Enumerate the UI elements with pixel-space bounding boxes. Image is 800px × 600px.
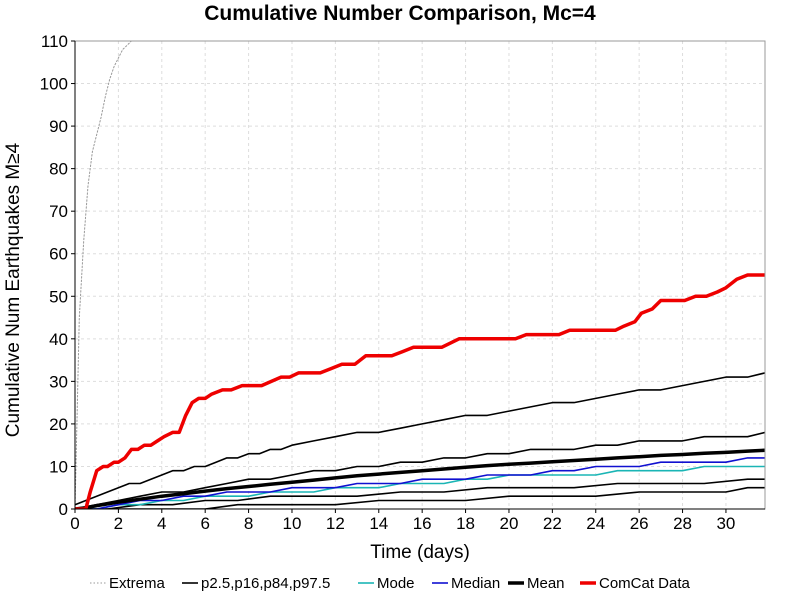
y-tick-label: 50: [49, 287, 68, 306]
legend-label: Extrema: [109, 575, 166, 592]
x-tick-label: 28: [673, 514, 692, 533]
series-p97-5-line: [75, 372, 765, 506]
x-tick-label: 12: [326, 514, 345, 533]
y-tick-label: 40: [49, 330, 68, 349]
x-tick-label: 0: [70, 514, 79, 533]
x-tick-label: 4: [157, 514, 166, 533]
y-tick-label: 60: [49, 245, 68, 264]
x-tick-label: 26: [630, 514, 649, 533]
x-axis-label: Time (days): [370, 542, 470, 563]
legend-label: p2.5,p16,p84,p97.5: [201, 575, 330, 592]
y-axis-label: Cumulative Num Earthquakes M≥4: [3, 142, 24, 437]
series-p16-line: [75, 478, 765, 509]
y-tick-label: 30: [49, 372, 68, 391]
x-tick-label: 30: [716, 514, 735, 533]
legend: Extrema p2.5,p16,p84,p97.5 Mode Median Mean C…: [90, 575, 691, 592]
legend-label: ComCat Data: [599, 575, 691, 592]
x-tick-label: 20: [500, 514, 519, 533]
series-comcat-data-line: [75, 273, 765, 509]
series-mode-line: [75, 465, 765, 509]
x-tick-label: 22: [543, 514, 562, 533]
chart-title: Cumulative Number Comparison, Mc=4: [204, 2, 596, 25]
y-tick-label: 100: [40, 75, 68, 94]
y-tick-label: 20: [49, 415, 68, 434]
series-median-line: [75, 457, 765, 509]
x-tick-label: 10: [283, 514, 302, 533]
x-tick-label: 16: [413, 514, 432, 533]
x-tick-label: 24: [586, 514, 605, 533]
y-tick-label: 0: [59, 500, 68, 519]
y-tick-label: 110: [41, 32, 68, 51]
series-p84-line: [75, 431, 765, 509]
series-extrema-line: [75, 41, 132, 509]
x-tick-label: 14: [369, 514, 388, 533]
legend-label: Mode: [377, 575, 415, 592]
axes: 0 2 4 6 8 10 12 14 16 18 20 22 24 26 28 300102030405060…: [40, 32, 765, 533]
series-mean-line: [75, 448, 765, 509]
grid-lines: [75, 40, 765, 509]
legend-label: Median: [451, 575, 500, 592]
y-tick-label: 80: [49, 160, 68, 179]
series-p2-5-line: [75, 486, 765, 509]
y-tick-label: 70: [49, 202, 68, 221]
legend-label: Mean: [527, 575, 565, 592]
y-tick-label: 90: [49, 117, 68, 136]
x-tick-label: 2: [114, 514, 123, 533]
x-tick-label: 18: [456, 514, 475, 533]
plot-area: [75, 41, 765, 509]
x-tick-label: 6: [200, 514, 209, 533]
plot-frame: [74, 40, 766, 510]
y-tick-label: 10: [49, 457, 68, 476]
x-tick-label: 8: [244, 514, 253, 533]
